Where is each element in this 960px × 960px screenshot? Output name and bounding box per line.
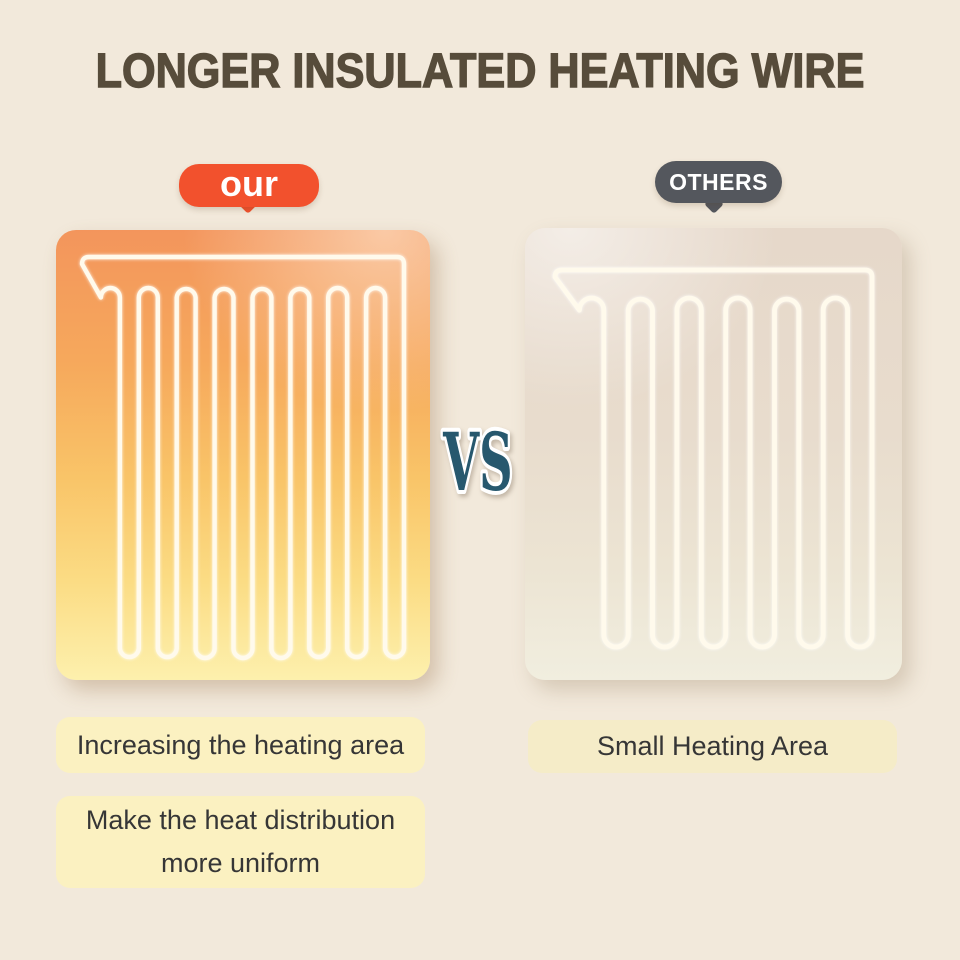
- caption-heat-distribution: Make the heat distribution more uniform: [56, 796, 425, 888]
- caption-increasing-heating-area: Increasing the heating area: [56, 717, 425, 773]
- our-badge-label: our: [220, 162, 278, 204]
- heating-wire-pattern-others: [552, 267, 875, 650]
- caption-text-line-1: Make the heat distribution: [85, 805, 396, 835]
- heating-wire-path-others: [552, 267, 875, 650]
- caption-text-line-2: more uniform: [160, 848, 321, 878]
- caption-text: Small Heating Area: [596, 731, 829, 761]
- our-badge: our: [179, 162, 319, 207]
- vs-text-graphic: VS: [439, 414, 515, 513]
- caption-small-heating-area: Small Heating Area: [528, 720, 897, 773]
- page-title: LONGER INSULATED HEATING WIRE: [95, 45, 865, 98]
- caption-text: Increasing the heating area: [76, 729, 405, 760]
- vs-label: VS: [442, 424, 512, 506]
- vs-divider: VS: [428, 414, 528, 513]
- others-badge: OTHERS: [655, 161, 782, 203]
- others-badge-label: OTHERS: [669, 168, 768, 195]
- our-heating-pad: [56, 230, 430, 680]
- others-heating-pad: [525, 228, 902, 680]
- heating-wire-pattern-ours: [79, 254, 407, 661]
- heating-wire-path-ours: [79, 254, 407, 661]
